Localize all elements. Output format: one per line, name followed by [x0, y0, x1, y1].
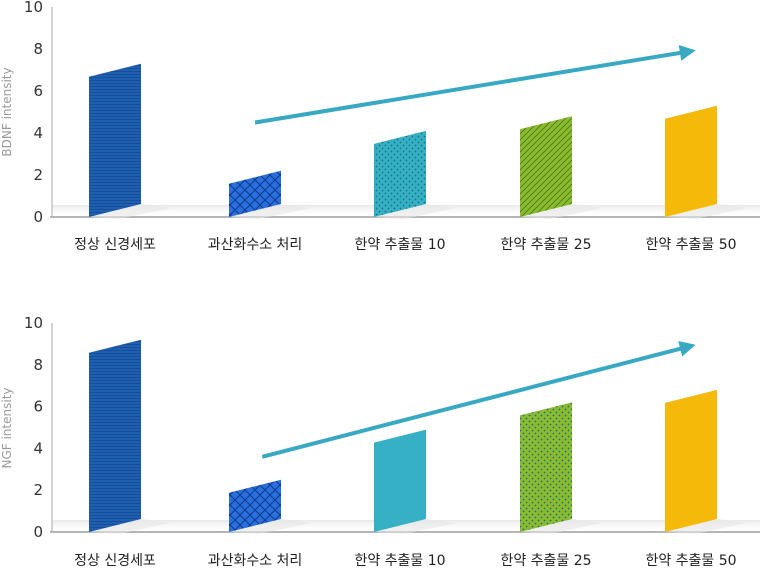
y-tick-label: 2 [33, 481, 43, 499]
bar-1 [89, 339, 141, 532]
chart-panel-1: 0 2 4 6 8 10 BDNF intensity 정상 신경세포 과산화수소 처리 한약 추… [0, 0, 760, 253]
x-category-label: 과산화수소 처리 [208, 553, 303, 569]
bar-shadow [665, 204, 747, 219]
x-category-label: 한약 추출물 50 [645, 553, 736, 569]
trend-arrow [261, 341, 696, 459]
x-category-label: 한약 추출물 50 [645, 237, 736, 253]
x-category-label: 한약 추출물 10 [354, 237, 445, 253]
y-tick-label: 0 [33, 523, 43, 541]
bar-4 [520, 402, 572, 532]
bar-shadow [520, 519, 602, 534]
bar-3 [374, 429, 426, 532]
bar-2 [229, 479, 281, 532]
bar-shadow [89, 519, 171, 534]
y-tick-label: 10 [24, 314, 43, 332]
y-tick-label: 8 [33, 356, 43, 374]
x-category-label: 한약 추출물 25 [500, 553, 591, 569]
x-category-label: 과산화수소 처리 [208, 237, 303, 253]
bar-shadow [229, 519, 311, 534]
bar-1 [89, 63, 141, 218]
bar-shadow [374, 204, 456, 219]
y-tick-label: 8 [33, 40, 43, 58]
x-category-label: 한약 추출물 10 [354, 553, 445, 569]
bar-5 [665, 105, 717, 217]
bar-shadow [520, 204, 602, 219]
trend-arrow [254, 45, 696, 125]
bar-shadow [229, 204, 311, 219]
x-category-label: 한약 추출물 25 [500, 237, 591, 253]
x-category-label: 정상 신경세포 [74, 237, 156, 253]
y-axis-label: BDNF intensity [0, 67, 14, 156]
bar-5 [665, 389, 717, 532]
y-tick-label: 6 [33, 398, 43, 416]
bar-shadow [374, 519, 456, 534]
bar-shadow [665, 519, 747, 534]
bar-2 [229, 170, 281, 217]
x-category-label: 정상 신경세포 [74, 553, 156, 569]
y-axis-label: NGF intensity [0, 387, 14, 468]
bar-3 [374, 130, 426, 217]
chart-panel-2: 0 2 4 6 8 10 NGF intensity 정상 신경세포 과산화수소 처리 한약 추출… [0, 314, 760, 569]
bar-4 [520, 116, 572, 217]
y-tick-label: 10 [24, 0, 43, 16]
y-tick-label: 4 [33, 439, 43, 457]
y-tick-label: 2 [33, 166, 43, 184]
y-tick-label: 0 [33, 208, 43, 226]
y-tick-label: 4 [33, 124, 43, 142]
bar-shadow [89, 204, 171, 219]
y-tick-label: 6 [33, 82, 43, 100]
